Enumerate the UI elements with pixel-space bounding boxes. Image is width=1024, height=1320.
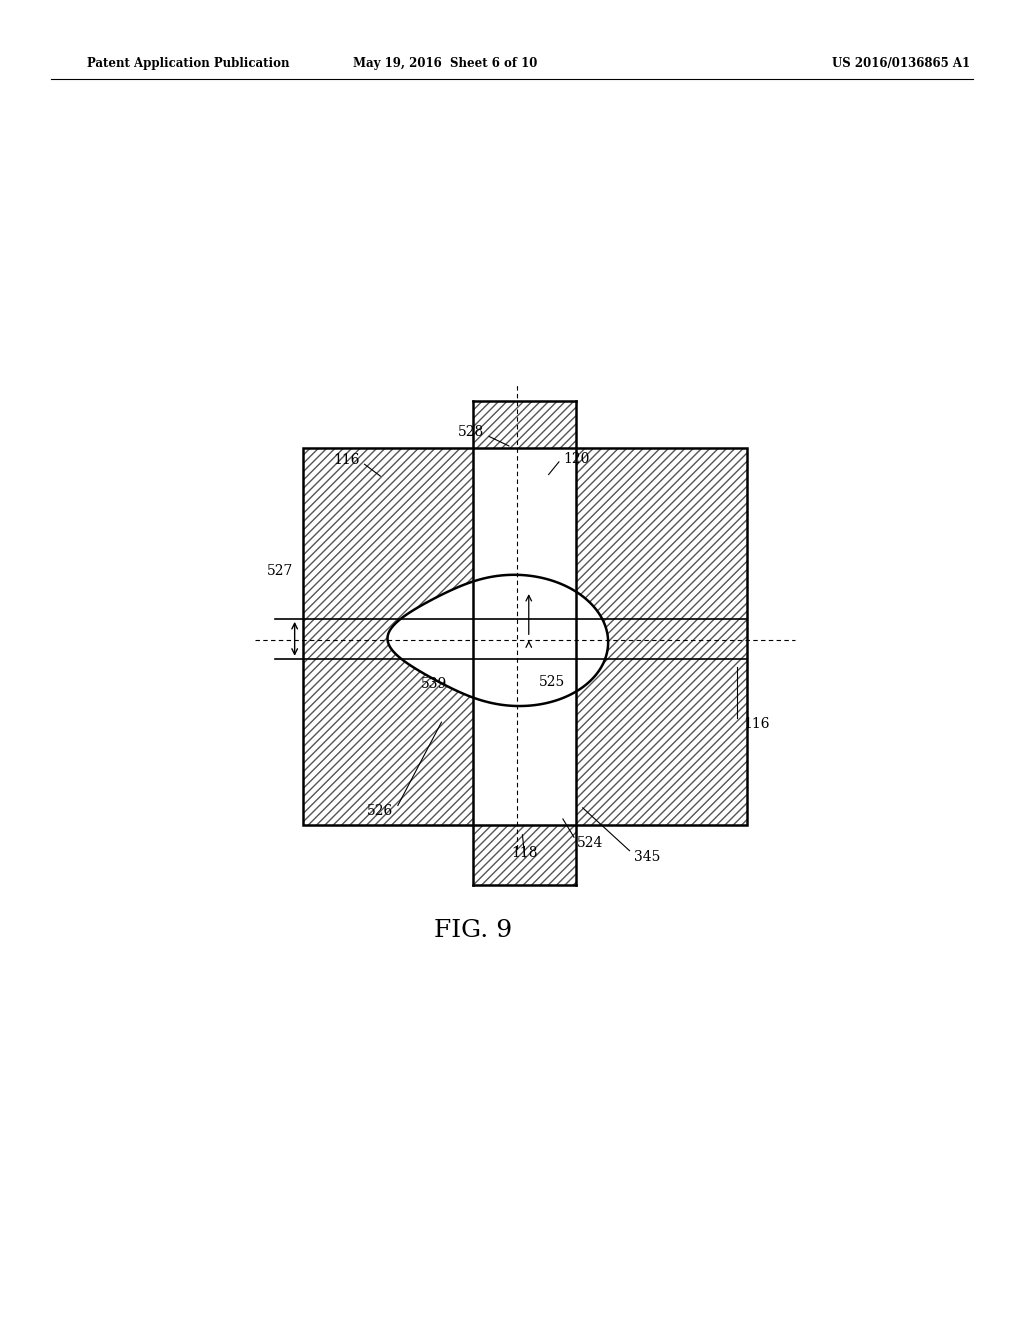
Text: US 2016/0136865 A1: US 2016/0136865 A1 — [833, 57, 970, 70]
Text: 116: 116 — [743, 717, 770, 731]
Polygon shape — [577, 449, 748, 825]
Text: 539: 539 — [421, 677, 446, 692]
Text: 118: 118 — [512, 846, 538, 861]
Polygon shape — [473, 825, 577, 884]
Text: 120: 120 — [563, 451, 589, 466]
Text: 524: 524 — [578, 836, 603, 850]
Text: Patent Application Publication: Patent Application Publication — [87, 57, 290, 70]
Polygon shape — [473, 401, 577, 884]
Text: 525: 525 — [539, 676, 565, 689]
Text: 526: 526 — [368, 804, 393, 818]
Polygon shape — [303, 449, 748, 825]
Polygon shape — [387, 574, 608, 706]
Polygon shape — [303, 449, 473, 825]
Text: May 19, 2016  Sheet 6 of 10: May 19, 2016 Sheet 6 of 10 — [353, 57, 538, 70]
Text: 527: 527 — [267, 565, 294, 578]
Text: 116: 116 — [333, 453, 359, 467]
Text: 345: 345 — [634, 850, 660, 865]
Polygon shape — [473, 401, 577, 449]
Text: FIG. 9: FIG. 9 — [434, 919, 512, 942]
Text: 528: 528 — [458, 425, 484, 440]
